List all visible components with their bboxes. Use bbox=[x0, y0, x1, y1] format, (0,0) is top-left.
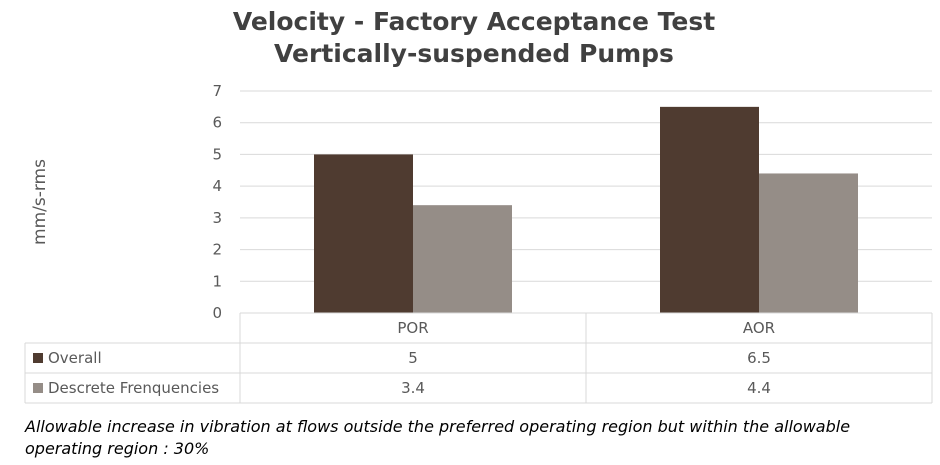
y-tick-label: 3 bbox=[212, 209, 222, 227]
y-tick-label: 6 bbox=[212, 114, 222, 132]
y-tick-label: 5 bbox=[212, 145, 222, 163]
x-tick-label: POR bbox=[397, 319, 428, 337]
data-table: POR AOR Overall 5 6.5 Descrete Frenquencies 3.… bbox=[24, 312, 933, 404]
y-tick-label: 0 bbox=[212, 304, 222, 322]
y-tick-label: 2 bbox=[212, 241, 222, 259]
legend-label: Overall bbox=[48, 349, 102, 367]
y-tick-label: 4 bbox=[212, 177, 222, 195]
legend-key bbox=[33, 353, 43, 363]
x-tick-label: AOR bbox=[743, 319, 775, 337]
y-tick-label: 1 bbox=[212, 272, 222, 290]
y-axis-label: mm/s-rms bbox=[30, 159, 50, 245]
data-label: 4.4 bbox=[747, 379, 771, 397]
chart-title-line-2: Vertically-suspended Pumps bbox=[274, 39, 674, 68]
legend-label: Descrete Frenquencies bbox=[48, 379, 219, 397]
bar-aor-descrete-frenquencies bbox=[759, 173, 858, 313]
velocity-chart: Velocity - Factory Acceptance Test Verti… bbox=[24, 7, 933, 404]
y-tick-labels: 0 1 2 3 4 5 6 7 bbox=[212, 82, 222, 322]
y-tick-label: 7 bbox=[212, 82, 222, 100]
legend-key bbox=[33, 383, 43, 393]
bar-por-descrete-frenquencies bbox=[413, 205, 512, 313]
bar-aor-overall bbox=[660, 106, 759, 313]
data-label: 3.4 bbox=[401, 379, 425, 397]
data-label: 5 bbox=[408, 349, 418, 367]
data-label: 6.5 bbox=[747, 349, 771, 367]
chart-title-line-1: Velocity - Factory Acceptance Test bbox=[233, 7, 715, 36]
bar-por-overall bbox=[314, 154, 413, 313]
bars bbox=[314, 106, 858, 313]
footnote: Allowable increase in vibration at flows… bbox=[25, 417, 851, 458]
